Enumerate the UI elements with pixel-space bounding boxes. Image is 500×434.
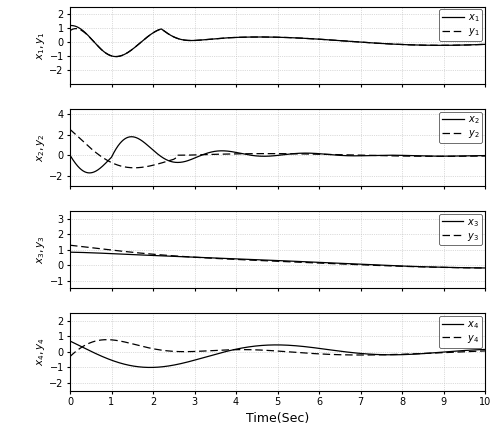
- $x_2$: [86, 170, 92, 175]
- Y-axis label: $x_4, y_4$: $x_4, y_4$: [34, 337, 46, 366]
- $x_3$: [312, 260, 318, 265]
- $x_4$: [482, 347, 488, 352]
- Line: $y_1$: $y_1$: [70, 29, 485, 56]
- $y_4$: [104, 337, 110, 342]
- $x_1$: [375, 41, 381, 46]
- $x_2$: [331, 152, 337, 158]
- $x_1$: [397, 42, 403, 47]
- $y_1$: [218, 36, 224, 41]
- Line: $x_3$: $x_3$: [70, 252, 485, 268]
- $x_3$: [482, 265, 488, 270]
- $x_2$: [482, 153, 488, 158]
- Y-axis label: $x_2, y_2$: $x_2, y_2$: [34, 133, 46, 162]
- $x_1$: [67, 23, 73, 28]
- $y_4$: [67, 354, 73, 359]
- Legend: $x_1$, $y_1$: $x_1$, $y_1$: [440, 10, 482, 41]
- $x_1$: [218, 36, 224, 41]
- Line: $x_4$: $x_4$: [70, 341, 485, 368]
- $y_4$: [374, 352, 380, 358]
- X-axis label: Time(Sec): Time(Sec): [246, 412, 309, 425]
- Line: $x_1$: $x_1$: [70, 26, 485, 56]
- $y_2$: [88, 146, 94, 151]
- $x_4$: [67, 339, 73, 344]
- $y_1$: [482, 42, 488, 47]
- $y_2$: [132, 165, 138, 171]
- $y_4$: [330, 352, 336, 357]
- $y_2$: [67, 127, 73, 132]
- $y_1$: [397, 42, 403, 47]
- $x_1$: [331, 38, 337, 43]
- $x_3$: [330, 260, 336, 266]
- $y_3$: [217, 256, 223, 261]
- $x_1$: [113, 54, 119, 59]
- $x_4$: [312, 345, 318, 351]
- $y_3$: [88, 245, 94, 250]
- $y_1$: [375, 41, 381, 46]
- $x_4$: [374, 352, 380, 357]
- $y_3$: [67, 243, 73, 248]
- Y-axis label: $x_3, y_3$: $x_3, y_3$: [34, 235, 46, 264]
- $y_1$: [88, 36, 94, 41]
- $x_2$: [397, 153, 403, 158]
- $x_1$: [88, 36, 94, 41]
- $x_1$: [68, 23, 74, 28]
- $y_2$: [397, 153, 403, 158]
- Line: $y_4$: $y_4$: [70, 340, 485, 356]
- $y_2$: [218, 151, 224, 157]
- $x_3$: [88, 250, 94, 255]
- $x_2$: [67, 153, 73, 158]
- $y_1$: [113, 54, 119, 59]
- $x_4$: [397, 352, 403, 357]
- $x_2$: [128, 134, 134, 139]
- $y_1$: [73, 26, 79, 31]
- $y_2$: [330, 152, 336, 157]
- $y_4$: [218, 348, 224, 353]
- Legend: $x_3$, $y_3$: $x_3$, $y_3$: [439, 214, 482, 246]
- $x_2$: [312, 151, 318, 156]
- $x_2$: [218, 148, 224, 154]
- $y_3$: [330, 261, 336, 266]
- Line: $y_2$: $y_2$: [70, 129, 485, 168]
- $y_3$: [397, 263, 403, 269]
- $x_4$: [88, 349, 94, 354]
- $x_3$: [67, 250, 73, 255]
- $x_3$: [397, 263, 403, 269]
- $x_1$: [482, 42, 488, 47]
- $y_4$: [397, 352, 403, 357]
- Line: $x_2$: $x_2$: [70, 137, 485, 173]
- Legend: $x_2$, $y_2$: $x_2$, $y_2$: [440, 112, 482, 143]
- $x_3$: [374, 263, 380, 268]
- $x_2$: [88, 170, 94, 175]
- Y-axis label: $x_1, y_1$: $x_1, y_1$: [34, 31, 46, 59]
- Line: $y_3$: $y_3$: [70, 245, 485, 268]
- $x_4$: [147, 365, 153, 370]
- Legend: $x_4$, $y_4$: $x_4$, $y_4$: [439, 316, 482, 348]
- $y_2$: [374, 153, 380, 158]
- $y_3$: [312, 260, 318, 266]
- $x_2$: [375, 153, 381, 158]
- $y_3$: [374, 263, 380, 268]
- $y_2$: [312, 151, 318, 157]
- $y_3$: [482, 265, 488, 270]
- $y_4$: [482, 349, 488, 354]
- $y_4$: [312, 351, 318, 356]
- $y_1$: [67, 28, 73, 33]
- $x_4$: [218, 350, 224, 355]
- $x_3$: [217, 256, 223, 261]
- $x_1$: [312, 36, 318, 42]
- $y_4$: [88, 340, 94, 345]
- $y_2$: [482, 153, 488, 158]
- $y_1$: [312, 36, 318, 42]
- $x_4$: [330, 348, 336, 353]
- $y_1$: [331, 38, 337, 43]
